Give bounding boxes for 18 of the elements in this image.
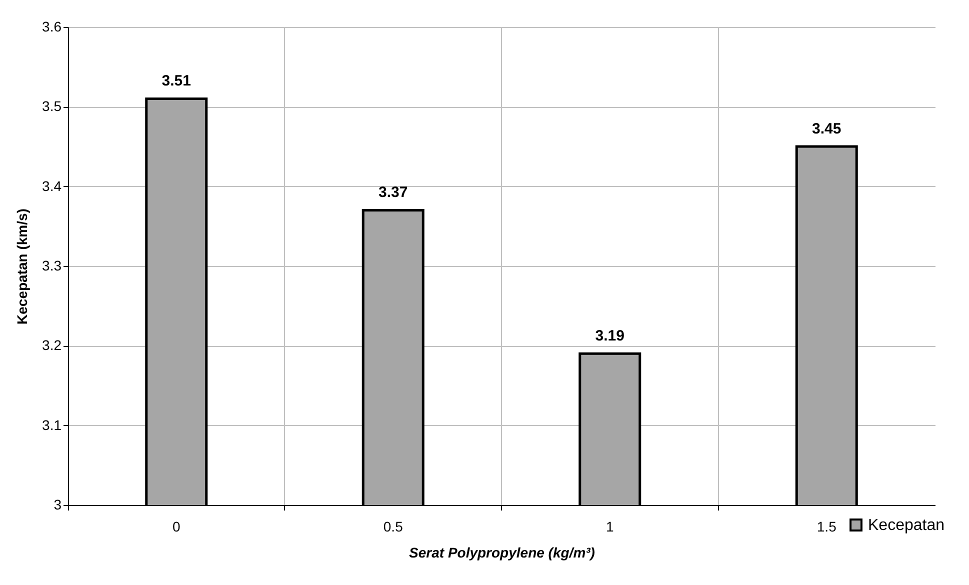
y-tick-label: 3.3 bbox=[42, 258, 62, 274]
y-tick-label: 3.1 bbox=[42, 416, 62, 433]
data-label: 3.19 bbox=[595, 328, 624, 345]
x-tick-label: 0 bbox=[172, 518, 180, 534]
y-tick-label: 3.4 bbox=[42, 178, 62, 194]
x-tick-label: 0.5 bbox=[383, 518, 404, 534]
y-tick-label: 3 bbox=[54, 496, 62, 512]
data-label: 3.51 bbox=[162, 72, 191, 90]
y-axis-title: Kecepatan (km/s) bbox=[14, 208, 30, 324]
data-label: 3.45 bbox=[812, 120, 842, 138]
x-tick-label: 1.5 bbox=[816, 518, 837, 534]
y-tick-label: 3.2 bbox=[42, 337, 62, 354]
y-tick-label: 3.6 bbox=[42, 18, 62, 34]
y-tick-label: 3.5 bbox=[42, 98, 62, 114]
x-tick-label: 1 bbox=[606, 518, 614, 534]
data-label: 3.37 bbox=[378, 184, 408, 202]
x-axis-title: Serat Polypropylene (kg/m³) bbox=[409, 544, 596, 560]
legend-label: Kecepatan bbox=[868, 517, 945, 534]
